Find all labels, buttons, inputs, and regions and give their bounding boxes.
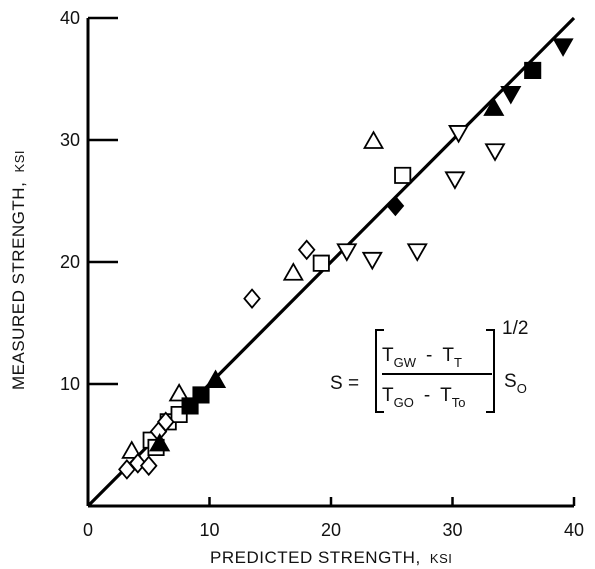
data-point-triangle-down-open: [406, 243, 428, 262]
data-point-diamond-open: [297, 239, 316, 261]
data-point-triangle-down-open: [448, 125, 470, 144]
data-point-diamond-open: [243, 288, 261, 309]
tick-labels: 0 10 20 30 40 10 20 30 40: [60, 8, 584, 540]
data-point-triangle-down-filled: [500, 85, 522, 105]
data-point-triangle-down-open: [361, 251, 383, 271]
data-point-square-open: [394, 166, 412, 184]
x-tick-label: 40: [564, 520, 584, 540]
data-point-triangle-up-open: [362, 130, 385, 149]
data-point-triangle-up-filled: [483, 97, 505, 116]
data-point-triangle-up-filled: [149, 432, 171, 452]
x-tick-label: 0: [83, 520, 93, 540]
x-axis-label: PREDICTED STRENGTH, KSI: [210, 548, 452, 567]
equation-annotation: S = TGW - TT TGO - TTo 1/2 SO: [330, 318, 528, 413]
data-point-diamond-open: [128, 452, 147, 474]
data-point-triangle-down-open: [484, 143, 506, 162]
denominator: TGO - TTo: [382, 385, 466, 410]
data-point-diamond-open: [139, 455, 158, 477]
data-point-triangle-up-open: [282, 262, 304, 281]
data-point-triangle-down-open: [444, 171, 466, 190]
y-axis-label: MEASURED STRENGTH, KSI: [9, 150, 28, 390]
right-bracket: [486, 329, 495, 413]
data-point-triangle-up-filled: [205, 369, 227, 388]
data-point-square-filled: [524, 61, 542, 80]
data-point-triangle-up-open: [168, 382, 190, 402]
y-tick-label: 20: [60, 252, 80, 272]
x-tick-label: 30: [442, 520, 462, 540]
numerator: TGW - TT: [382, 345, 462, 370]
data-point-square-filled: [192, 386, 210, 404]
equation-rhs: SO: [504, 371, 527, 396]
left-bracket: [375, 329, 384, 413]
data-points: [118, 38, 574, 480]
data-point-diamond-filled: [386, 195, 405, 217]
data-point-triangle-down-open: [336, 243, 358, 262]
y-tick-label: 10: [60, 374, 80, 394]
y-tick-label: 40: [60, 8, 80, 28]
equation-exponent: 1/2: [502, 318, 528, 339]
x-tick-label: 20: [321, 520, 341, 540]
data-point-square-open: [312, 254, 330, 272]
data-point-triangle-down-filled: [552, 38, 574, 57]
x-tick-label: 10: [199, 520, 219, 540]
equation-lhs: S =: [330, 373, 359, 394]
y-tick-label: 30: [60, 130, 80, 150]
data-point-triangle-up-open: [121, 440, 143, 459]
data-point-diamond-open: [156, 411, 175, 433]
